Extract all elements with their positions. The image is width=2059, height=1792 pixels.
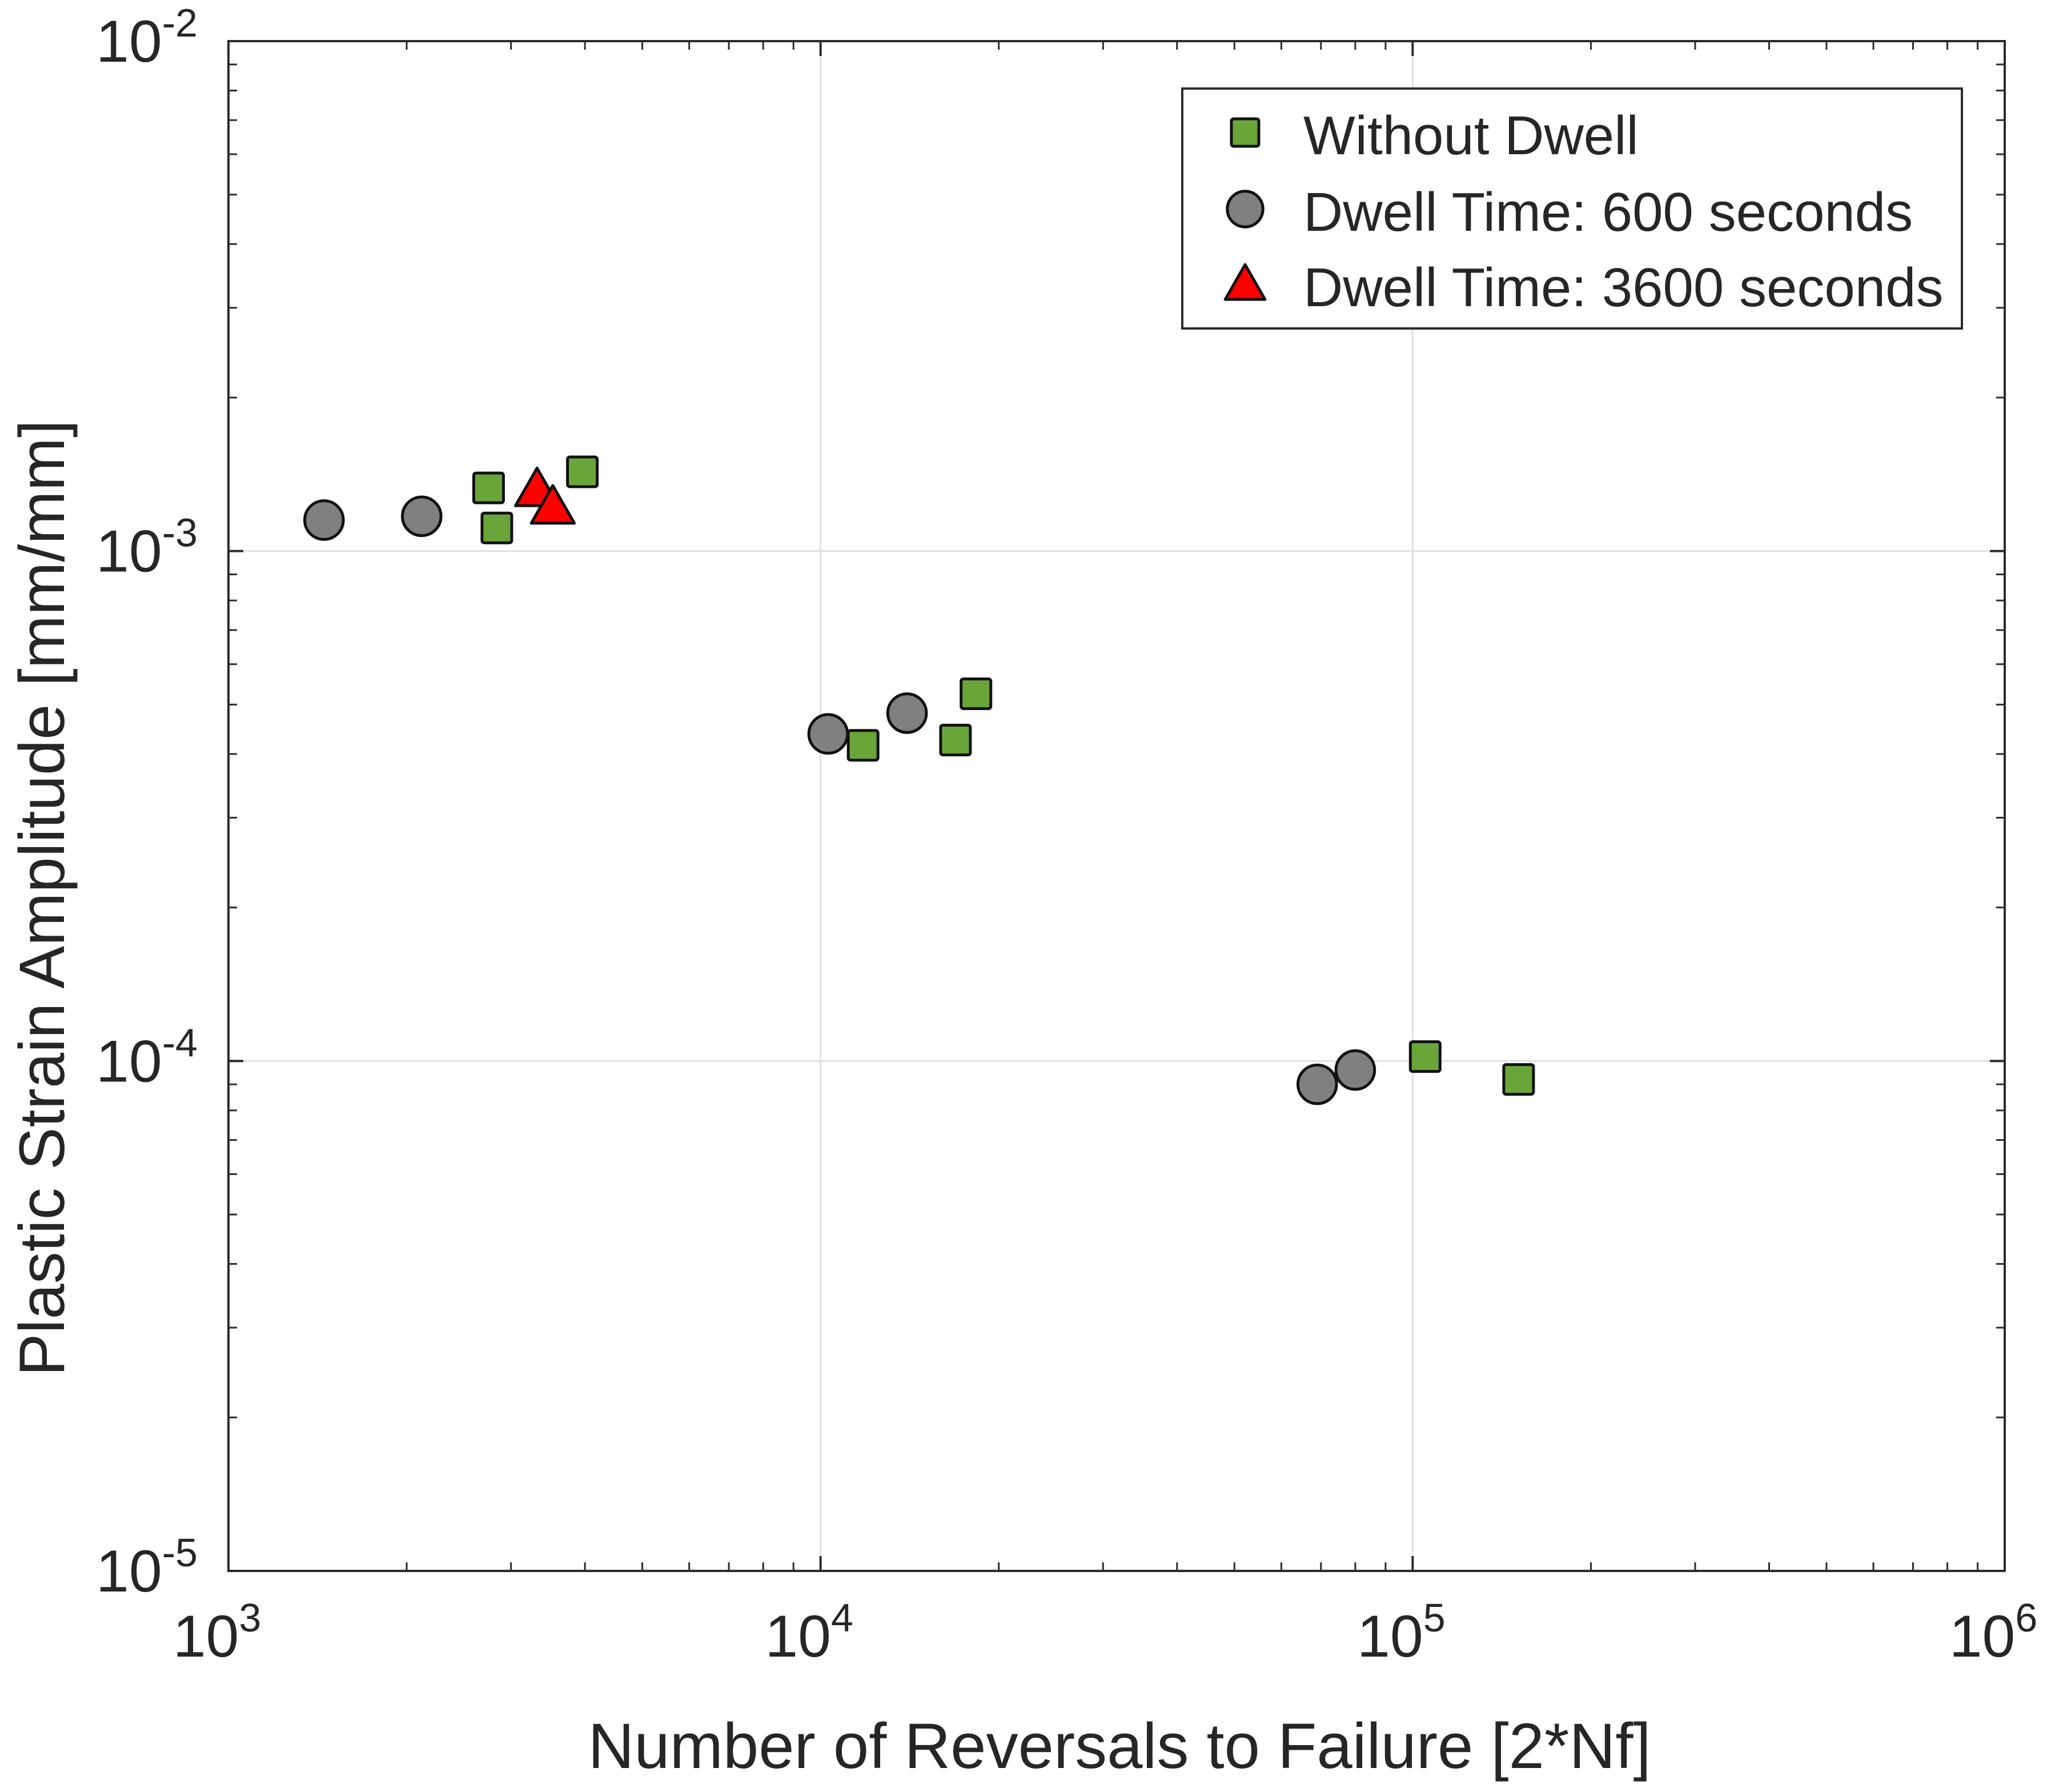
y-tick-label: 10-4 — [96, 1020, 198, 1095]
data-point-triangle — [529, 484, 576, 525]
x-tick-label: 105 — [1357, 1595, 1446, 1670]
y-tick-label: 10-2 — [96, 1, 198, 75]
data-point-square — [1408, 1040, 1442, 1073]
marker-layer — [303, 455, 1535, 1105]
data-point-square — [1502, 1063, 1535, 1096]
data-point-circle — [807, 713, 849, 755]
x-tick-label: 103 — [173, 1595, 262, 1670]
plot-frame — [227, 40, 2006, 1572]
data-point-square — [939, 723, 972, 756]
y-tick-label: 10-5 — [96, 1530, 198, 1605]
data-point-circle — [886, 692, 928, 734]
legend-marker — [1230, 117, 1261, 148]
y-tick-label: 10-3 — [96, 511, 198, 585]
legend-box — [1181, 87, 1963, 330]
data-point-circle — [401, 495, 443, 538]
y-axis-label: Plastic Strain Amplitude [mm/mm] — [6, 420, 78, 1376]
legend-marker — [1223, 263, 1267, 301]
data-point-circle — [303, 499, 345, 541]
x-tick-label: 106 — [1949, 1595, 2038, 1670]
legend: Without Dwell Dwell Time: 600 seconds Dwel… — [1181, 87, 1963, 330]
data-point-square — [566, 455, 599, 488]
data-point-square — [480, 511, 513, 544]
legend-label: Dwell Time: 600 seconds — [1303, 182, 1913, 243]
data-point-square — [846, 729, 880, 762]
data-point-circle — [1296, 1063, 1338, 1105]
data-point-circle — [1334, 1049, 1376, 1091]
x-axis-label: Number of Reversals to Failure [2*Nf] — [588, 1710, 1651, 1782]
x-tick-label: 104 — [765, 1595, 853, 1670]
legend-label: Without Dwell — [1303, 105, 1639, 166]
data-point-square — [472, 471, 505, 504]
legend-marker — [1226, 190, 1265, 228]
data-point-square — [960, 677, 993, 710]
legend-label: Dwell Time: 3600 seconds — [1303, 257, 1944, 318]
tick-label-layer: 103 104 105 106 10-5 10-4 10-3 10-2 — [96, 1, 2037, 1670]
